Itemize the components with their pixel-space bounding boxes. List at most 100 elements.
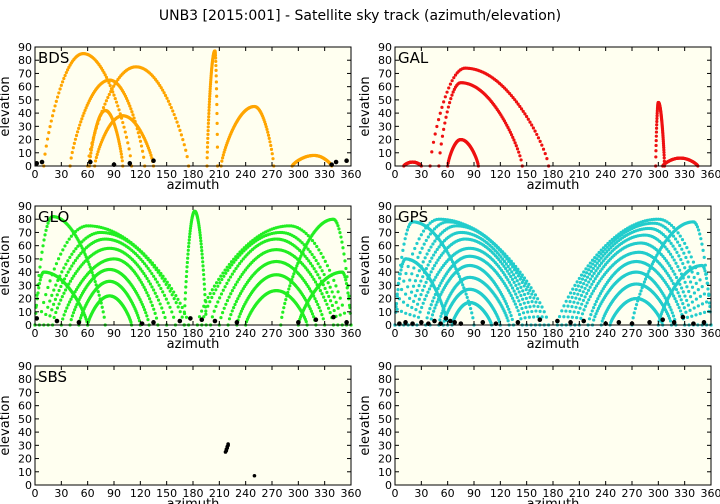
track-point	[168, 289, 172, 293]
y-tick-label: 60	[18, 240, 32, 253]
track-point	[321, 317, 325, 321]
x-tick-label: 120	[490, 168, 511, 181]
track-point	[187, 241, 191, 245]
track-point	[310, 252, 314, 257]
track-point	[347, 294, 351, 298]
track-point	[673, 272, 677, 276]
track-point	[214, 281, 219, 285]
track-point	[526, 310, 530, 314]
track-point	[568, 291, 573, 295]
track-point	[507, 272, 511, 276]
track-point	[118, 144, 122, 148]
track-point	[176, 305, 180, 309]
track-point	[502, 297, 506, 301]
track-point	[142, 262, 147, 266]
track-point	[282, 306, 286, 310]
track-point	[68, 300, 72, 304]
track-layer	[223, 442, 257, 478]
track-point	[438, 256, 442, 260]
track-point	[654, 149, 658, 153]
track-point	[54, 310, 58, 315]
x-tick-label: 180	[543, 168, 564, 181]
track-point	[220, 156, 225, 160]
track-point	[579, 273, 584, 277]
track-point	[592, 318, 596, 322]
track-point	[132, 116, 136, 120]
track-point	[66, 270, 70, 274]
track-point	[75, 256, 79, 260]
x-tick-label: 210	[209, 168, 230, 181]
track-point	[436, 118, 441, 122]
track-point	[342, 311, 347, 315]
track-point	[584, 278, 588, 282]
track-point	[412, 266, 416, 270]
track-point	[210, 288, 214, 292]
track-point	[580, 312, 585, 316]
x-tick-label: 210	[569, 168, 590, 181]
track-point	[103, 102, 107, 106]
track-point	[174, 294, 178, 298]
track-point	[227, 295, 231, 299]
track-point	[605, 249, 609, 254]
track-point	[234, 266, 238, 271]
track-point	[698, 232, 702, 236]
track-point	[442, 100, 446, 104]
track-point	[517, 299, 521, 303]
track-point	[594, 269, 598, 273]
track-point	[585, 291, 589, 296]
system-label: GLO	[38, 208, 69, 226]
track-point	[206, 132, 210, 136]
track-point	[294, 266, 298, 271]
track-point	[114, 100, 119, 104]
track-point	[678, 268, 682, 272]
x-tick-label: 270	[622, 487, 643, 500]
track-point	[207, 108, 211, 113]
track-point	[307, 259, 311, 263]
track-point	[513, 98, 517, 102]
track-point	[206, 118, 211, 122]
x-tick-label: 0	[392, 487, 399, 500]
track-point	[146, 266, 150, 270]
x-tick-label: 120	[130, 168, 151, 181]
track-point	[599, 261, 604, 265]
track-point	[667, 287, 672, 291]
track-point	[201, 268, 205, 272]
track-point	[263, 122, 268, 126]
x-tick-label: 90	[107, 168, 121, 181]
track-point	[576, 292, 580, 296]
track-point	[497, 247, 501, 252]
track-point	[528, 288, 532, 292]
track-point	[130, 110, 134, 114]
track-point	[409, 290, 414, 294]
y-tick-label: 30	[378, 279, 392, 292]
track-point	[150, 262, 154, 266]
x-axis-label: azimuth	[167, 178, 220, 193]
track-point	[690, 300, 694, 304]
track-point	[593, 277, 597, 281]
track-point	[187, 245, 191, 249]
track-point	[227, 278, 231, 282]
track-point	[320, 269, 324, 273]
start-marker	[555, 318, 560, 324]
track-point	[517, 282, 521, 286]
track-point	[39, 310, 44, 314]
track-point	[78, 123, 82, 127]
track-point	[168, 102, 172, 106]
track-point	[204, 312, 208, 316]
track-point	[338, 296, 342, 300]
track-point	[470, 311, 474, 315]
track-point	[686, 260, 690, 264]
track-point	[598, 269, 602, 273]
track-point	[452, 76, 456, 80]
track-point	[57, 288, 61, 293]
track-point	[201, 264, 205, 268]
track-point	[705, 300, 709, 304]
track-point	[122, 125, 126, 129]
track-point	[220, 311, 225, 315]
track-point	[681, 261, 685, 266]
y-tick-label: 40	[378, 266, 392, 279]
track-point	[536, 297, 540, 301]
track-point	[435, 124, 439, 129]
y-axis-label: elevation	[0, 235, 13, 295]
track-point	[669, 223, 674, 227]
